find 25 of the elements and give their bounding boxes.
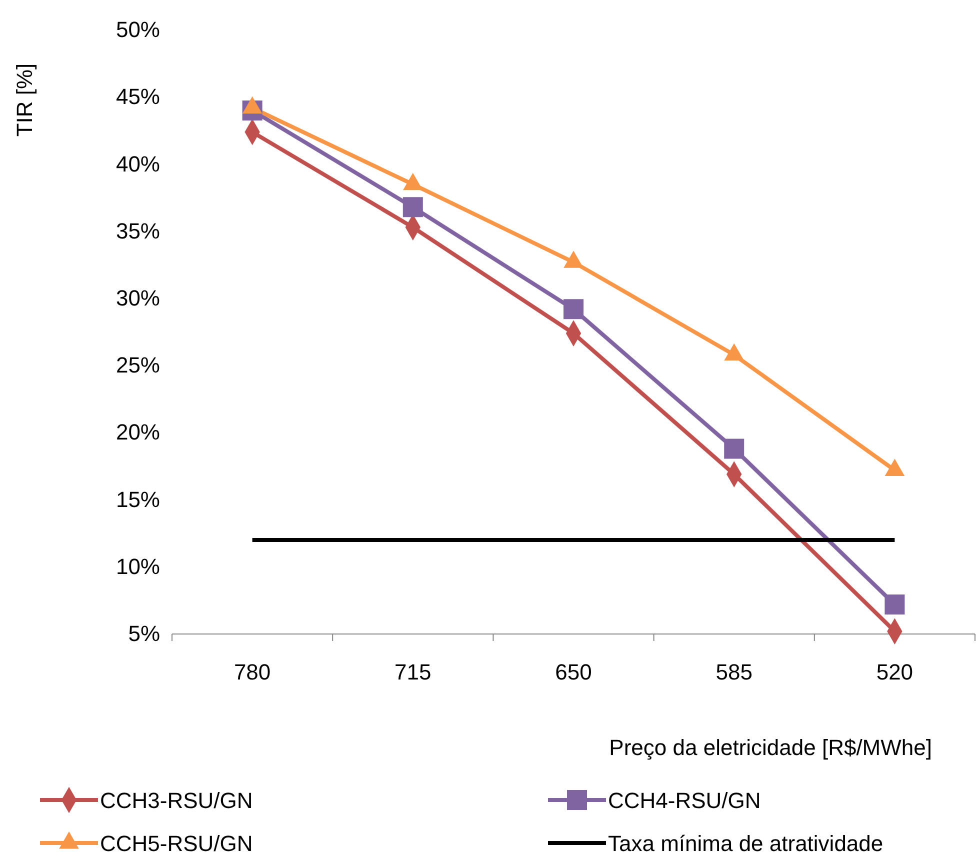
x-tick-label: 780 xyxy=(234,660,271,685)
y-tick-label: 40% xyxy=(116,151,160,176)
legend-label: Taxa mínima de atratividade xyxy=(608,831,884,856)
y-tick-label: 5% xyxy=(128,621,160,646)
x-tick-label: 520 xyxy=(876,660,914,685)
legend-label: CCH3-RSU/GN xyxy=(100,788,253,813)
legend-label: CCH5-RSU/GN xyxy=(100,831,253,856)
y-tick-label: 25% xyxy=(116,352,160,378)
x-axis-title: Preço da eletricidade [R$/MWhe] xyxy=(609,735,932,760)
y-tick-label: 35% xyxy=(116,218,160,244)
point xyxy=(724,438,744,459)
y-tick-label: 50% xyxy=(116,17,160,42)
x-tick-label: 650 xyxy=(555,660,592,685)
point xyxy=(564,299,584,320)
y-tick-label: 20% xyxy=(116,420,160,445)
point xyxy=(402,197,423,218)
x-tick-label: 585 xyxy=(716,660,752,685)
y-tick-label: 30% xyxy=(116,285,160,310)
y-tick-label: 45% xyxy=(116,84,160,110)
point xyxy=(884,594,905,614)
legend-label: CCH4-RSU/GN xyxy=(608,788,761,813)
y-tick-label: 10% xyxy=(116,554,160,579)
x-tick-label: 715 xyxy=(394,660,432,685)
y-tick-label: 15% xyxy=(116,486,160,512)
y-axis-title: TIR [%] xyxy=(12,63,37,137)
